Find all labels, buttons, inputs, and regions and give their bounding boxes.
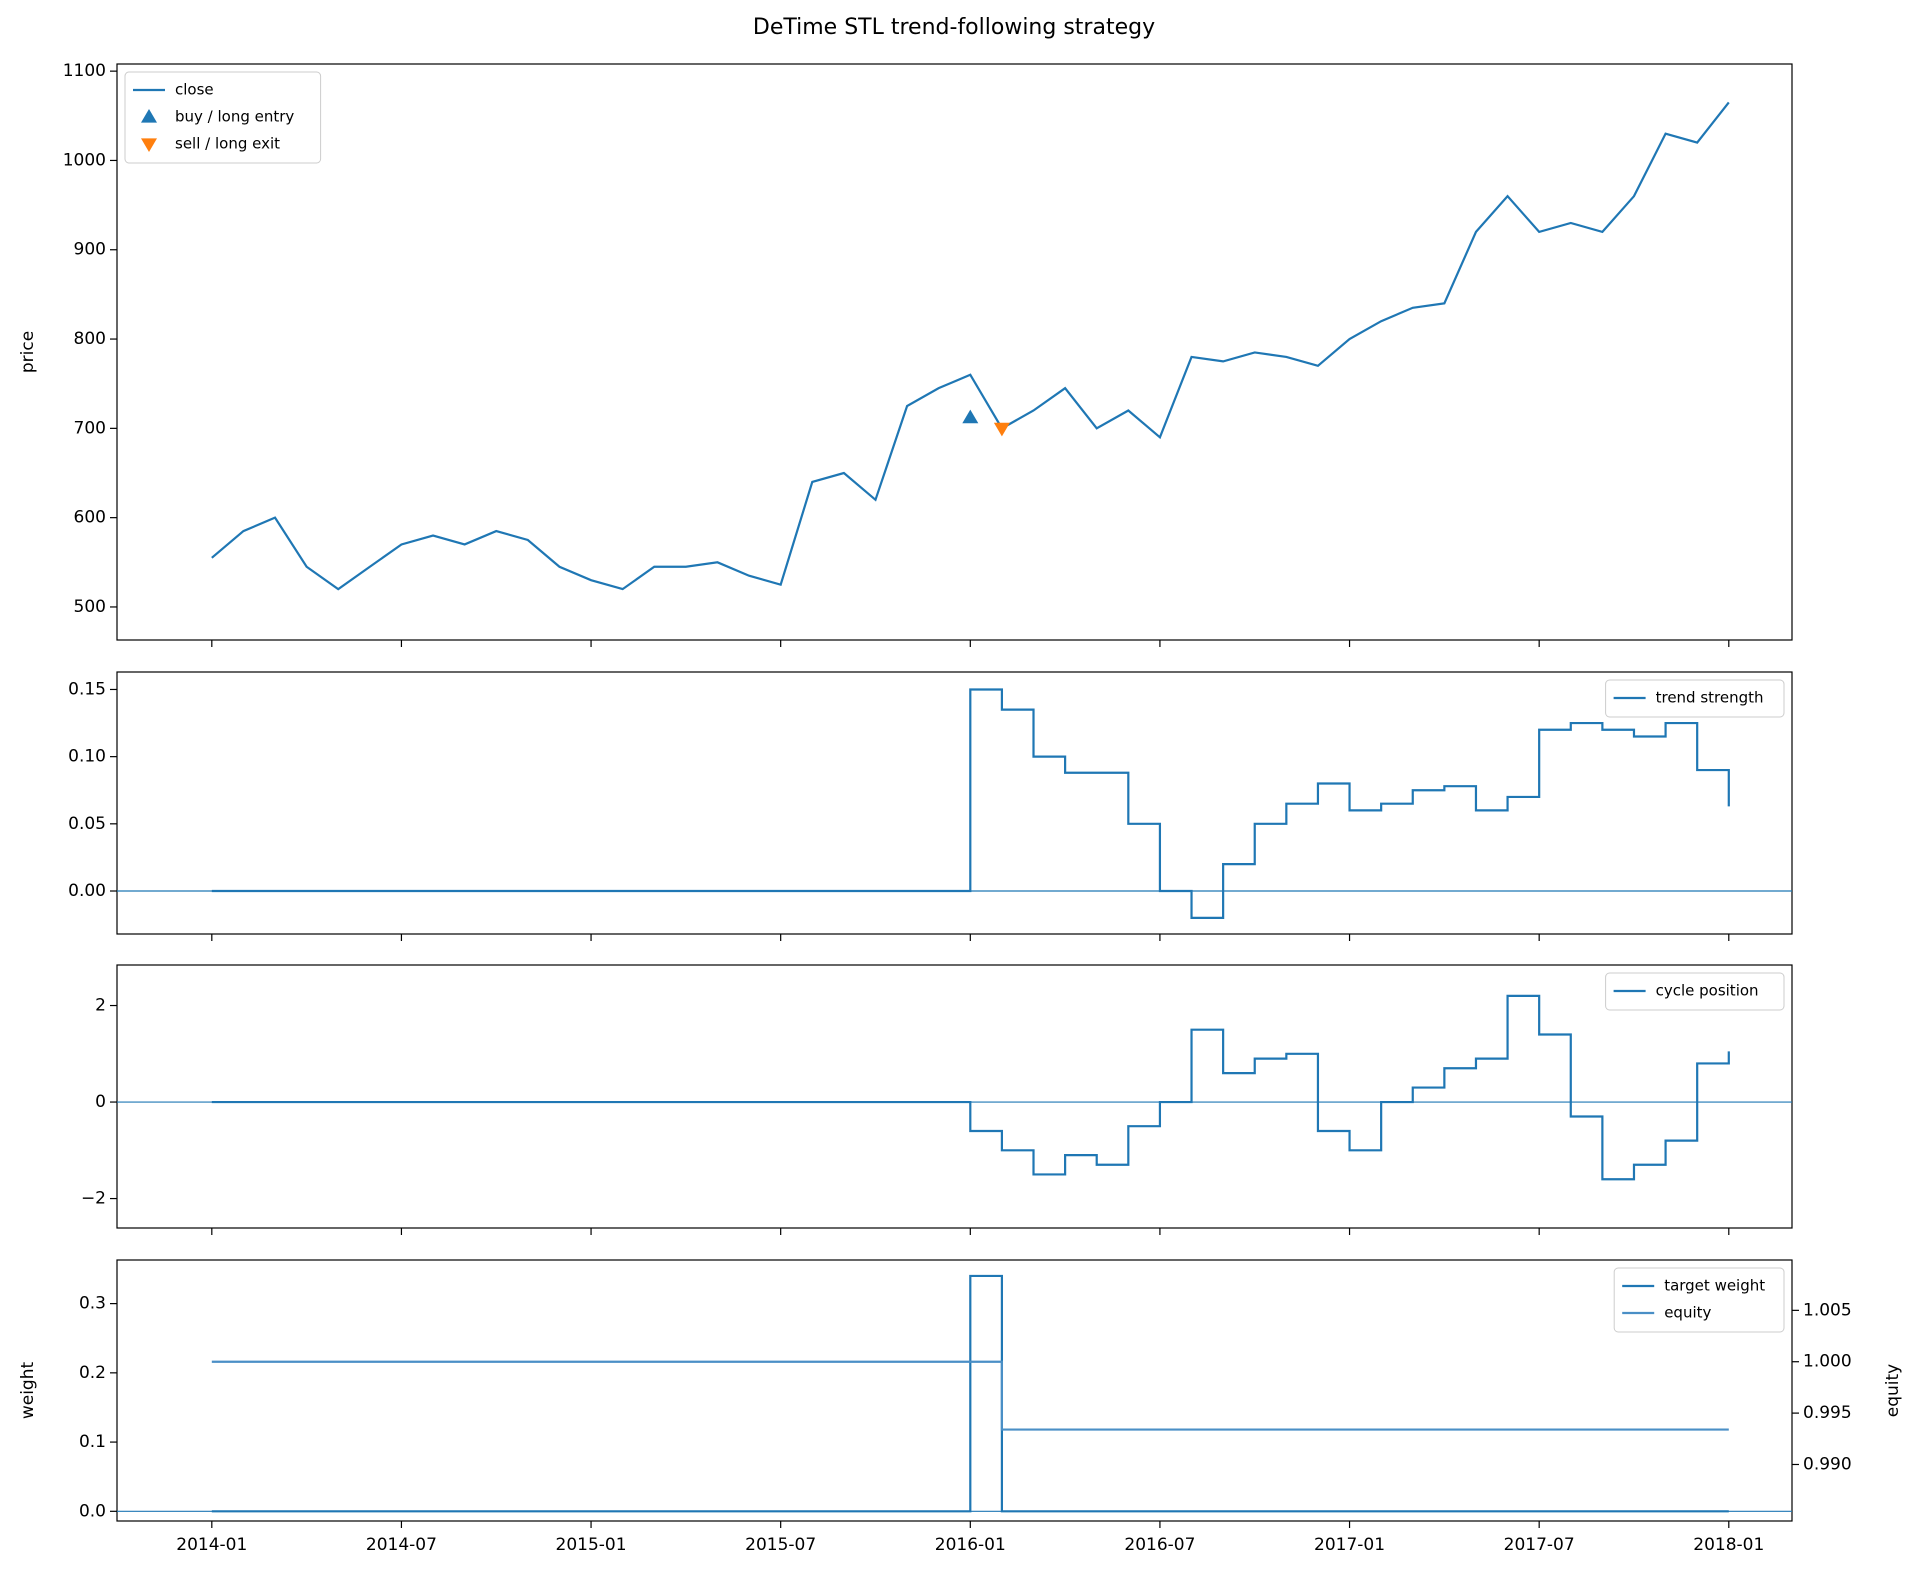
- x-tick-label: 2014-01: [176, 1535, 247, 1555]
- x-tick-label: 2016-07: [1124, 1535, 1195, 1555]
- x-tick-label: 2016-01: [935, 1535, 1006, 1555]
- legend-label: trend strength: [1656, 689, 1764, 707]
- y-tick-label: 2: [95, 996, 106, 1016]
- y-tick-label: 0: [95, 1092, 106, 1112]
- legend-label: cycle position: [1656, 982, 1759, 1000]
- y-tick-label: 0.10: [68, 747, 106, 767]
- x-tick-label: 2017-07: [1504, 1535, 1575, 1555]
- y2-axis-label: equity: [1883, 1364, 1903, 1417]
- x-tick-label: 2015-01: [556, 1535, 627, 1555]
- series-line: [211, 101, 1730, 591]
- y-tick-label: 0.05: [68, 814, 106, 834]
- y-tick-label: 700: [74, 418, 106, 438]
- y-tick-label: 0.995: [1803, 1403, 1852, 1423]
- legend-swatch: [141, 109, 157, 123]
- y-tick-label: 0.15: [68, 679, 106, 699]
- y-tick-label: 0.2: [79, 1363, 106, 1383]
- y-tick-label: −2: [81, 1189, 106, 1209]
- y-tick-label: 1100: [63, 61, 106, 81]
- legend-box: [1605, 679, 1785, 718]
- y-tick-label: 1000: [63, 150, 106, 170]
- y-axis-label: price: [18, 331, 38, 373]
- series-line: [211, 1274, 1729, 1513]
- y-tick-label: 0.0: [79, 1501, 106, 1521]
- series-line: [211, 688, 1730, 919]
- y-tick-label: 1.000: [1803, 1352, 1852, 1372]
- y-tick-label: 0.00: [68, 881, 106, 901]
- chart-title: DeTime STL trend-following strategy: [753, 15, 1155, 40]
- y-tick-label: 500: [74, 597, 106, 617]
- legend-label: equity: [1664, 1304, 1711, 1322]
- x-tick-label: 2018-01: [1693, 1535, 1764, 1555]
- x-tick-label: 2014-07: [366, 1535, 437, 1555]
- y-axis-label: weight: [18, 1362, 38, 1420]
- trade-marker: [993, 422, 1010, 437]
- legend-label: close: [175, 81, 214, 99]
- y-tick-label: 600: [74, 508, 106, 528]
- y-tick-label: 1.005: [1803, 1300, 1852, 1320]
- legend-swatch: [141, 138, 157, 152]
- x-tick-label: 2017-01: [1314, 1535, 1385, 1555]
- legend-label: target weight: [1664, 1277, 1765, 1295]
- series-line: [211, 994, 1730, 1181]
- legend-label: sell / long exit: [175, 135, 280, 153]
- series-line: [211, 1360, 1729, 1431]
- trade-marker: [962, 409, 979, 424]
- y-tick-label: 800: [74, 329, 106, 349]
- axes-frame: [116, 1259, 1793, 1522]
- y-tick-label: 900: [74, 240, 106, 260]
- legend-box: [1613, 1267, 1785, 1333]
- y-tick-label: 0.1: [79, 1432, 106, 1452]
- axes-frame: [116, 964, 1793, 1229]
- legend-box: [124, 71, 322, 164]
- axes-frame: [116, 63, 1793, 641]
- legend-label: buy / long entry: [175, 108, 294, 126]
- legend-box: [1605, 972, 1785, 1011]
- x-tick-label: 2015-07: [745, 1535, 816, 1555]
- axes-frame: [116, 671, 1793, 935]
- y-tick-label: 0.3: [79, 1294, 106, 1314]
- y-tick-label: 0.990: [1803, 1454, 1852, 1474]
